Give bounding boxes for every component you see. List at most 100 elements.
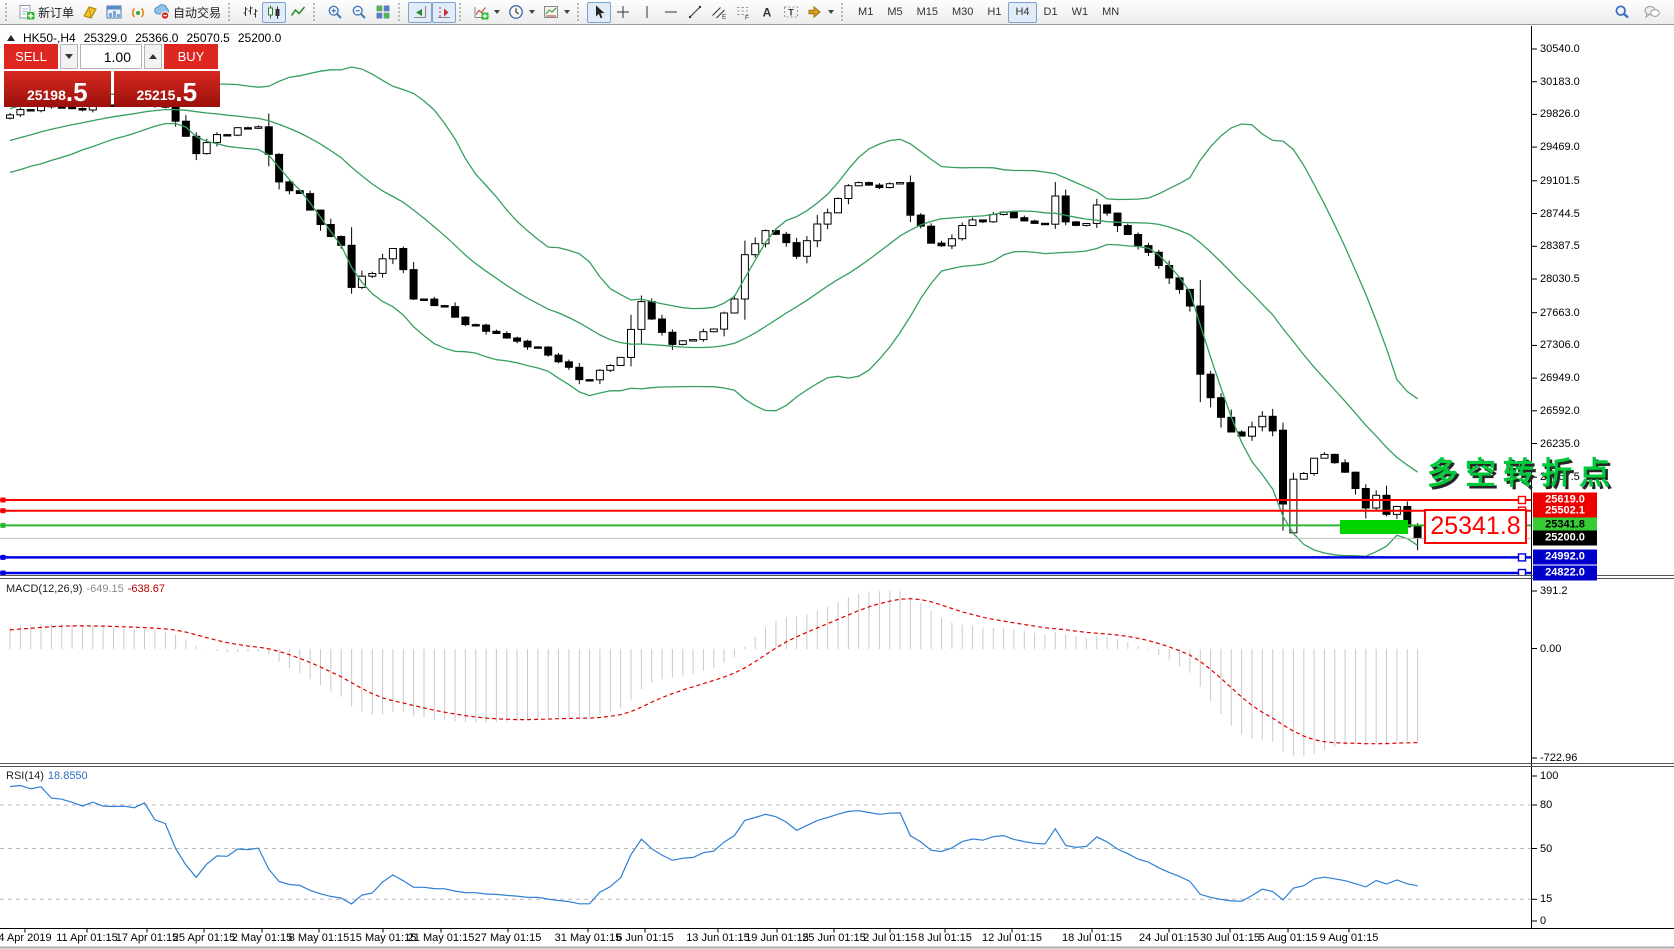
search-icon — [1614, 4, 1630, 20]
timeframe-m1-button[interactable]: M1 — [851, 2, 880, 23]
new-order-icon — [19, 4, 35, 20]
caret-up-icon — [149, 54, 157, 59]
volume-decrease-button[interactable] — [60, 44, 78, 69]
equidistant-channel-icon: E — [711, 4, 727, 20]
buy-price: 25215 — [136, 87, 176, 103]
toolbar-gripper[interactable] — [577, 3, 584, 21]
timeframe-m5-button[interactable]: M5 — [880, 2, 909, 23]
sell-price-frac: .5 — [65, 77, 88, 107]
svg-text:E: E — [722, 14, 727, 21]
periods-button[interactable] — [504, 2, 539, 23]
macd-name: MACD(12,26,9) — [6, 583, 83, 595]
timeframe-m30-button[interactable]: M30 — [945, 2, 980, 23]
ohlc-close: 25200.0 — [237, 31, 282, 45]
buy-button[interactable]: BUY — [164, 44, 218, 69]
rsi-indicator-label: RSI(14) 18.8550 — [6, 770, 88, 782]
bollinger-lower-band — [9, 122, 1418, 558]
svg-text:F: F — [745, 15, 749, 21]
text-icon: A — [759, 4, 775, 20]
toolbar-gripper[interactable] — [398, 3, 405, 21]
zoom-in-button[interactable] — [323, 2, 347, 23]
price-label-box[interactable]: 25341.8 — [1424, 509, 1527, 544]
line-chart-button[interactable] — [286, 2, 310, 23]
new-order-label: 新订单 — [38, 5, 75, 20]
candlestick-chart-icon — [266, 4, 282, 20]
zoom-out-button[interactable] — [347, 2, 371, 23]
templates-button[interactable] — [539, 2, 574, 23]
toolbar: 新订单 自动交易 E F A T M1 M5 M — [0, 0, 1674, 25]
autotrading-button[interactable]: 自动交易 — [150, 2, 225, 23]
chart-shift-button[interactable] — [432, 1, 457, 23]
vertical-line-icon — [639, 4, 655, 20]
timeframe-h4-button[interactable]: H4 — [1008, 1, 1037, 23]
toolbar-gripper[interactable] — [313, 3, 320, 21]
toolbar-gripper[interactable] — [228, 3, 235, 21]
vertical-line-tool-button[interactable] — [635, 2, 659, 23]
volume-input[interactable] — [80, 44, 142, 69]
dropdown-caret-icon — [529, 10, 536, 14]
caret-down-icon — [65, 54, 73, 59]
timeframe-group: M1 M5 M15 M30 H1 H4 D1 W1 MN — [851, 1, 1126, 23]
buy-price-panel[interactable]: 25215.5 — [113, 71, 220, 107]
terminal-button[interactable] — [102, 2, 126, 23]
sell-button[interactable]: SELL — [4, 44, 58, 69]
sell-price-panel[interactable]: 25198.5 — [4, 71, 111, 107]
cursor-tool-button[interactable] — [587, 1, 612, 23]
svg-text:T: T — [788, 8, 794, 18]
trendline-tool-button[interactable] — [683, 2, 707, 23]
timeframe-d1-button[interactable]: D1 — [1037, 2, 1065, 23]
text-label-tool-button[interactable]: T — [779, 2, 803, 23]
autotrading-label: 自动交易 — [173, 5, 222, 20]
candlestick-chart-button[interactable] — [262, 1, 287, 23]
templates-icon — [543, 4, 559, 20]
tile-windows-button[interactable] — [371, 2, 395, 23]
toolbar-gripper[interactable] — [841, 3, 848, 21]
fibonacci-icon: F — [735, 4, 751, 20]
macd-panel — [9, 591, 1419, 757]
indicators-button[interactable] — [469, 2, 504, 23]
equidistant-channel-tool-button[interactable]: E — [707, 2, 731, 23]
toolbar-gripper[interactable] — [459, 3, 466, 21]
dropdown-caret-icon — [494, 10, 501, 14]
arrows-tool-button[interactable] — [803, 2, 838, 23]
timeframe-mn-button[interactable]: MN — [1095, 2, 1126, 23]
bar-chart-button[interactable] — [238, 2, 262, 23]
timeframe-w1-button[interactable]: W1 — [1065, 2, 1096, 23]
horizontal-line-tool-button[interactable] — [659, 2, 683, 23]
new-order-button[interactable]: 新订单 — [15, 2, 78, 23]
rsi-name: RSI(14) — [6, 770, 44, 782]
volume-increase-button[interactable] — [144, 44, 162, 69]
crosshair-tool-button[interactable] — [611, 2, 635, 23]
panel-borders — [0, 26, 1674, 949]
dropdown-caret-icon — [564, 10, 571, 14]
ohlc-high: 25366.0 — [135, 31, 179, 45]
bollinger-middle-band — [9, 108, 1418, 473]
macd-signal-line — [9, 598, 1418, 745]
collapse-arrow-icon[interactable] — [7, 35, 15, 41]
horizontal-line-objects[interactable] — [0, 495, 1531, 577]
timeframe-m15-button[interactable]: M15 — [910, 2, 945, 23]
sell-price: 25198 — [26, 87, 66, 103]
fibonacci-tool-button[interactable]: F — [731, 2, 755, 23]
rsi-line — [9, 784, 1418, 905]
signals-button[interactable] — [126, 2, 150, 23]
macd-indicator-label: MACD(12,26,9) -649.15 -638.67 — [6, 583, 165, 595]
annotation-text[interactable]: 多空转折点 — [1427, 456, 1617, 491]
timeframe-h1-button[interactable]: H1 — [980, 2, 1008, 23]
text-tool-button[interactable]: A — [755, 2, 779, 23]
zoom-out-icon — [351, 4, 367, 20]
symbol-header: HK50-,H4 25329.0 25366.0 25070.5 25200.0 — [7, 31, 281, 45]
zoom-in-icon — [327, 4, 343, 20]
clock-icon — [508, 4, 524, 20]
auto-scroll-icon — [412, 4, 428, 20]
auto-scroll-button[interactable] — [408, 1, 433, 23]
bar-chart-icon — [242, 4, 258, 20]
chat-button[interactable] — [1640, 2, 1664, 23]
search-button[interactable] — [1610, 2, 1634, 23]
symbol-name: HK50-,H4 — [23, 31, 76, 45]
chat-icon — [1644, 4, 1660, 20]
toolbar-gripper[interactable] — [5, 3, 12, 21]
metaeditor-button[interactable] — [78, 2, 102, 23]
rectangle-annotation[interactable] — [1340, 520, 1408, 534]
